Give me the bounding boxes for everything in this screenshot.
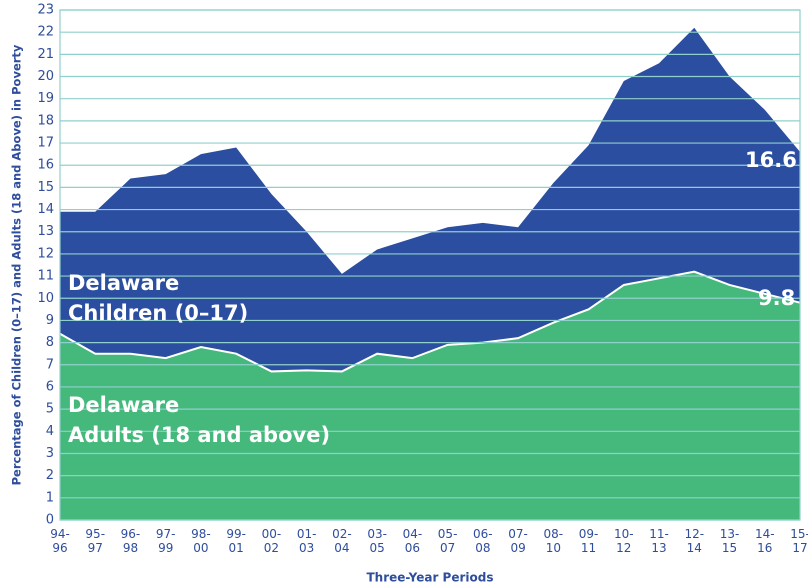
y-tick-label: 2 bbox=[46, 468, 54, 483]
x-tick-label: 01- 03 bbox=[296, 527, 317, 555]
x-tick-label: 98- 00 bbox=[191, 527, 211, 555]
x-tick-label: 96- 98 bbox=[120, 527, 141, 555]
x-tick-label: 97- 99 bbox=[155, 527, 176, 555]
x-tick-label: 94- 96 bbox=[50, 527, 70, 555]
value-label: 9.8 bbox=[758, 286, 796, 310]
y-tick-label: 4 bbox=[46, 424, 54, 439]
y-tick-label: 16 bbox=[37, 158, 54, 173]
y-tick-label: 20 bbox=[37, 69, 54, 84]
x-tick-label: 95- 97 bbox=[85, 527, 106, 555]
series-label: Delaware Adults (18 and above) bbox=[68, 393, 331, 447]
y-tick-label: 19 bbox=[37, 91, 54, 106]
x-tick-label: 10- 12 bbox=[613, 527, 634, 555]
x-tick-label: 00- 02 bbox=[261, 527, 282, 555]
x-tick-label: 15- 17 bbox=[790, 527, 808, 555]
y-axis-label: Percentage of Children (0–17) and Adults… bbox=[10, 44, 24, 485]
x-tick-label: 14- 16 bbox=[754, 527, 775, 555]
y-tick-label: 6 bbox=[46, 379, 54, 394]
x-tick-label: 02- 04 bbox=[332, 527, 352, 555]
x-tick-label: 07- 09 bbox=[508, 527, 528, 555]
x-tick-label: 04- 06 bbox=[402, 527, 423, 555]
x-tick-label: 03- 05 bbox=[367, 527, 387, 555]
y-tick-label: 11 bbox=[37, 269, 54, 284]
plot-border bbox=[59, 9, 801, 521]
y-tick-label: 7 bbox=[46, 357, 54, 372]
y-tick-label: 1 bbox=[46, 490, 54, 505]
y-tick-label: 21 bbox=[37, 47, 54, 62]
series-label: Delaware Children (0–17) bbox=[68, 271, 249, 325]
y-tick-label: 3 bbox=[46, 446, 54, 461]
value-label: 16.6 bbox=[745, 148, 797, 172]
x-tick-label: 09- 11 bbox=[578, 527, 599, 555]
x-tick-label: 99- 01 bbox=[226, 527, 246, 555]
x-tick-label: 06- 08 bbox=[473, 527, 493, 555]
y-tick-label: 17 bbox=[37, 136, 54, 151]
x-tick-label: 11- 13 bbox=[649, 527, 669, 555]
x-tick-label: 08- 10 bbox=[543, 527, 564, 555]
y-tick-label: 15 bbox=[37, 180, 54, 195]
area-edge bbox=[59, 270, 801, 373]
y-tick-label: 8 bbox=[46, 335, 54, 350]
y-tick-label: 14 bbox=[37, 202, 54, 217]
y-tick-label: 9 bbox=[46, 313, 54, 328]
y-tick-label: 0 bbox=[46, 513, 54, 528]
y-tick-label: 12 bbox=[37, 246, 54, 261]
y-tick-label: 10 bbox=[37, 291, 54, 306]
y-tick-label: 22 bbox=[37, 25, 54, 40]
y-tick-label: 23 bbox=[37, 3, 54, 18]
x-tick-label: 05- 07 bbox=[437, 527, 458, 555]
x-axis-label: Three-Year Periods bbox=[366, 571, 493, 584]
y-tick-label: 18 bbox=[37, 113, 54, 128]
area bbox=[60, 271, 800, 520]
x-tick-label: 12- 14 bbox=[684, 527, 705, 555]
x-tick-label: 13- 15 bbox=[719, 527, 740, 555]
y-tick-label: 13 bbox=[37, 224, 54, 239]
y-tick-label: 5 bbox=[46, 402, 54, 417]
